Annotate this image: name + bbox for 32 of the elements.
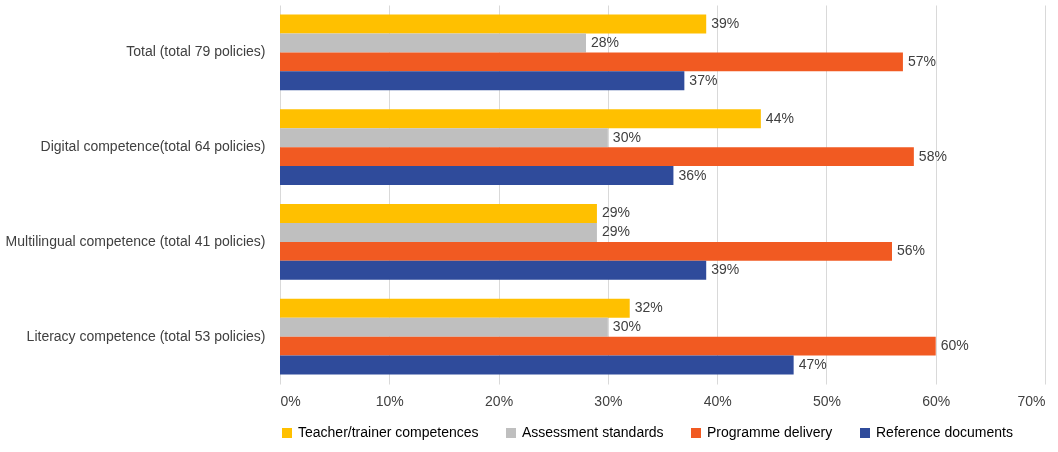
data-label: 28% xyxy=(591,33,620,50)
x-tick-label: 30% xyxy=(594,392,623,409)
y-tick-label: Digital competence(total 64 policies) xyxy=(40,138,266,155)
data-label: 39% xyxy=(711,14,740,31)
data-label: 44% xyxy=(765,109,794,126)
y-tick-label: Total (total 79 policies) xyxy=(126,43,266,60)
data-label: 32% xyxy=(634,299,663,316)
x-tick-label: 10% xyxy=(375,392,404,409)
data-label: 58% xyxy=(918,147,947,164)
legend-label: Programme delivery xyxy=(707,424,833,440)
x-tick-label: 0% xyxy=(280,392,301,409)
legend-label: Reference documents xyxy=(876,424,1013,440)
data-label: 29% xyxy=(601,223,630,240)
data-label: 47% xyxy=(798,356,827,373)
x-tick-label: 60% xyxy=(922,392,951,409)
y-tick-label: Literacy competence (total 53 policies) xyxy=(26,327,266,344)
x-tick-label: 70% xyxy=(1017,392,1046,409)
data-label: 30% xyxy=(612,318,641,335)
data-label: 57% xyxy=(907,52,936,69)
data-label: 39% xyxy=(711,261,740,278)
x-tick-label: 50% xyxy=(812,392,841,409)
legend-label: Assessment standards xyxy=(522,424,664,440)
y-tick-label: Multilingual competence (total 41 policies) xyxy=(5,232,266,249)
data-label: 56% xyxy=(897,242,926,259)
data-label: 60% xyxy=(940,337,969,354)
x-tick-label: 40% xyxy=(703,392,732,409)
data-label: 30% xyxy=(612,128,641,145)
x-tick-label: 20% xyxy=(485,392,514,409)
data-label: 37% xyxy=(689,71,718,88)
data-label: 36% xyxy=(678,166,707,183)
data-label: 29% xyxy=(601,204,630,221)
legend-label: Teacher/trainer competences xyxy=(298,424,479,440)
